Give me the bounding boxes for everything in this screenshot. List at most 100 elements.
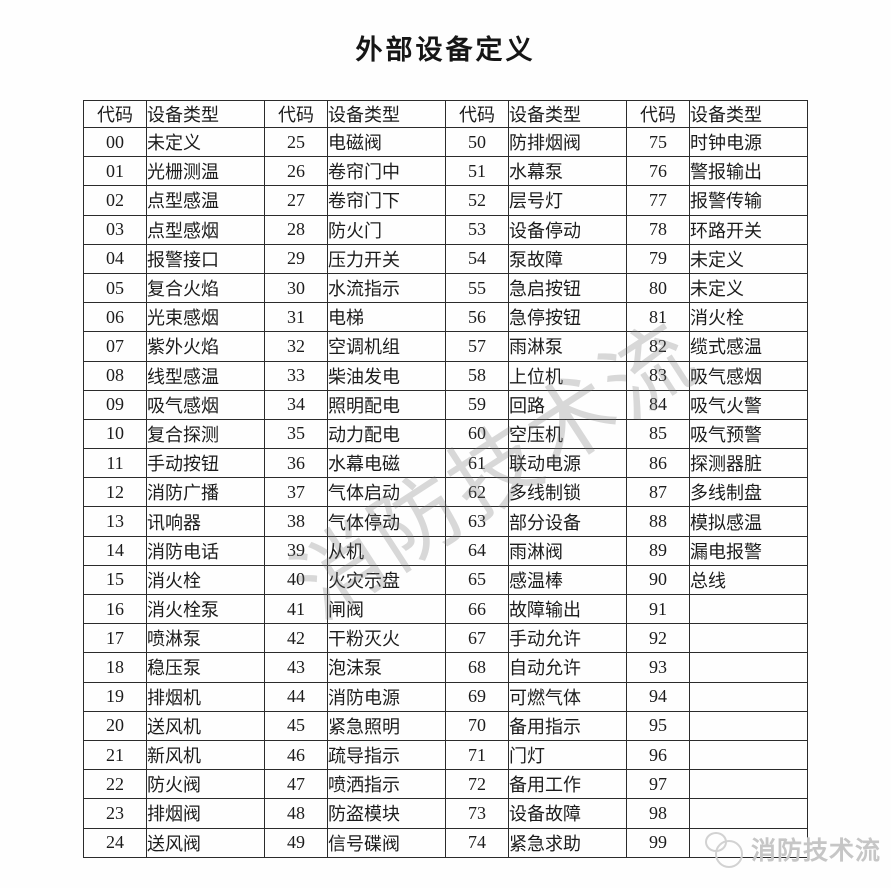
device-code-cell: 72	[445, 769, 509, 800]
device-type-cell: 环路开关	[689, 214, 808, 245]
device-code-cell: 57	[445, 331, 509, 362]
device-code-cell: 23	[83, 798, 147, 829]
device-type-cell: 未定义	[689, 243, 808, 274]
device-code-cell: 16	[83, 593, 147, 625]
device-code-cell: 06	[83, 302, 147, 333]
table-row: 02 点型感温 27 卷帘门下 52 层号灯 77 报警传输	[83, 185, 808, 216]
device-type-cell: 多线制盘	[689, 477, 808, 508]
device-code-cell: 39	[264, 535, 328, 566]
table-row: 05 复合火焰 30 水流指示 55 急启按钮 80 未定义	[83, 272, 808, 304]
device-code-cell: 59	[445, 389, 509, 420]
table-header-row: 代码 设备类型 代码 设备类型 代码 设备类型 代码 设备类型	[83, 100, 808, 128]
device-type-cell: 空调机组	[327, 331, 446, 362]
device-code-cell: 04	[83, 243, 147, 274]
device-type-cell: 回路	[508, 389, 627, 420]
device-type-cell: 未定义	[689, 272, 808, 304]
device-code-cell: 66	[445, 593, 509, 625]
device-code-cell: 31	[264, 302, 328, 333]
device-code-cell: 63	[445, 506, 509, 537]
device-type-cell: 手动按钮	[146, 448, 265, 479]
device-type-cell: 泵故障	[508, 243, 627, 274]
device-code-cell: 34	[264, 389, 328, 420]
device-type-cell: 未定义	[146, 126, 265, 158]
device-type-cell: 可燃气体	[508, 681, 627, 712]
device-type-cell: 紧急照明	[327, 710, 446, 741]
device-code-cell: 35	[264, 418, 328, 450]
device-type-cell: 空压机	[508, 418, 627, 450]
device-type-cell: 水幕泵	[508, 156, 627, 187]
device-code-cell: 22	[83, 769, 147, 800]
device-code-cell: 46	[264, 739, 328, 771]
device-type-cell: 火灾示盘	[327, 564, 446, 596]
device-type-cell: 疏导指示	[327, 739, 446, 771]
device-type-cell	[689, 827, 808, 858]
device-type-cell: 漏电报警	[689, 535, 808, 566]
table-row: 20 送风机 45 紧急照明 70 备用指示 95	[83, 710, 808, 741]
device-type-cell: 探测器脏	[689, 448, 808, 479]
device-code-cell: 37	[264, 477, 328, 508]
device-code-cell: 30	[264, 272, 328, 304]
device-type-cell: 消火栓	[146, 564, 265, 596]
device-code-cell: 97	[626, 769, 690, 800]
device-code-cell: 70	[445, 710, 509, 741]
device-code-cell: 88	[626, 506, 690, 537]
device-type-cell: 缆式感温	[689, 331, 808, 362]
device-type-cell: 吸气火警	[689, 389, 808, 420]
device-type-cell: 自动允许	[508, 652, 627, 683]
device-code-cell: 99	[626, 827, 690, 858]
device-type-cell: 排烟机	[146, 681, 265, 712]
device-type-cell: 警报输出	[689, 156, 808, 187]
device-type-cell: 卷帘门中	[327, 156, 446, 187]
device-code-cell: 12	[83, 477, 147, 508]
device-code-cell: 20	[83, 710, 147, 741]
device-code-cell: 71	[445, 739, 509, 771]
device-type-cell	[689, 623, 808, 654]
device-type-cell: 讯响器	[146, 506, 265, 537]
table-row: 11 手动按钮 36 水幕电磁 61 联动电源 86 探测器脏	[83, 448, 808, 479]
device-code-cell: 18	[83, 652, 147, 683]
device-type-cell: 吸气感烟	[689, 360, 808, 391]
device-code-cell: 77	[626, 185, 690, 216]
device-code-cell: 92	[626, 623, 690, 654]
device-type-cell: 干粉灭火	[327, 623, 446, 654]
device-type-cell: 多线制锁	[508, 477, 627, 508]
device-code-cell: 53	[445, 214, 509, 245]
device-code-cell: 17	[83, 623, 147, 654]
device-type-cell: 吸气预警	[689, 418, 808, 450]
device-code-cell: 49	[264, 827, 328, 858]
device-type-cell: 复合探测	[146, 418, 265, 450]
device-type-cell: 闸阀	[327, 593, 446, 625]
table-row: 09 吸气感烟 34 照明配电 59 回路 84 吸气火警	[83, 389, 808, 420]
device-type-cell: 卷帘门下	[327, 185, 446, 216]
device-type-cell: 模拟感温	[689, 506, 808, 537]
device-type-cell: 设备停动	[508, 214, 627, 245]
device-code-cell: 03	[83, 214, 147, 245]
device-code-cell: 41	[264, 593, 328, 625]
device-code-cell: 40	[264, 564, 328, 596]
table-row: 13 讯响器 38 气体停动 63 部分设备 88 模拟感温	[83, 506, 808, 537]
device-code-cell: 07	[83, 331, 147, 362]
column-header-code: 代码	[83, 100, 147, 128]
device-code-cell: 00	[83, 126, 147, 158]
device-type-cell: 消防电话	[146, 535, 265, 566]
device-code-cell: 94	[626, 681, 690, 712]
table-row: 23 排烟阀 48 防盗模块 73 设备故障 98	[83, 798, 808, 829]
device-type-cell: 动力配电	[327, 418, 446, 450]
device-type-cell: 报警传输	[689, 185, 808, 216]
device-code-cell: 38	[264, 506, 328, 537]
table-row: 14 消防电话 39 从机 64 雨淋阀 89 漏电报警	[83, 535, 808, 566]
device-type-cell: 设备故障	[508, 798, 627, 829]
device-code-cell: 74	[445, 827, 509, 858]
device-code-cell: 61	[445, 448, 509, 479]
device-type-cell: 水流指示	[327, 272, 446, 304]
device-code-cell: 64	[445, 535, 509, 566]
device-type-cell: 新风机	[146, 739, 265, 771]
device-code-cell: 54	[445, 243, 509, 274]
table-row: 22 防火阀 47 喷洒指示 72 备用工作 97	[83, 769, 808, 800]
device-type-cell: 电梯	[327, 302, 446, 333]
device-type-cell: 压力开关	[327, 243, 446, 274]
device-code-cell: 15	[83, 564, 147, 596]
device-table-body: 00 未定义 25 电磁阀 50 防排烟阀 75 时钟电源 01 光栅测温 26 卷帘门中 51 水幕泵 7…	[83, 126, 808, 858]
device-type-cell: 光栅测温	[146, 156, 265, 187]
